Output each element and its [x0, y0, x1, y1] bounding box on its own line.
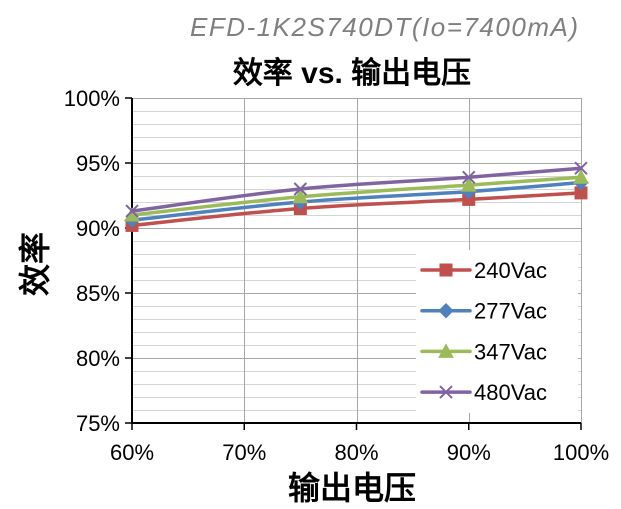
legend-marker-240vac	[439, 263, 453, 277]
chart-title: 效率 vs. 输出电压	[233, 57, 471, 90]
x-tick-label: 80%	[334, 440, 378, 465]
data-point-480vac-90	[462, 170, 476, 185]
y-tick-label: 100%	[64, 86, 120, 111]
x-axis-label: 输出电压	[288, 470, 416, 506]
series-480vac	[125, 161, 588, 218]
legend-item-347vac: 347Vac	[420, 339, 547, 364]
legend-marker-480vac	[439, 385, 453, 399]
data-point-347vac-100	[573, 169, 589, 184]
series-line-347vac	[130, 175, 583, 217]
legend-label-277vac: 277Vac	[474, 299, 547, 324]
series-line-277vac	[130, 180, 583, 222]
legend-label-240vac: 240Vac	[474, 258, 547, 283]
legend-marker-347vac	[438, 343, 454, 358]
x-tick-label: 90%	[447, 440, 491, 465]
axes: 100% 95% 90% 85% 80% 75% 60% 70% 80% 90% 100%	[64, 86, 609, 465]
y-tick-label: 75%	[76, 411, 120, 436]
y-tick-label: 85%	[76, 281, 120, 306]
series-line-480vac	[130, 166, 583, 213]
x-tick-label: 100%	[553, 440, 609, 465]
legend-box	[416, 250, 578, 413]
legend-item-240vac: 240Vac	[420, 258, 547, 283]
legend-item-480vac: 480Vac	[420, 380, 547, 405]
legend-marker-277vac	[438, 302, 454, 319]
series-group	[124, 161, 589, 232]
data-point-347vac-75	[292, 188, 309, 204]
x-tick-label: 60%	[110, 440, 154, 465]
series-line-240vac	[130, 191, 583, 228]
y-axis-label: 效率	[17, 232, 53, 296]
legend-item-277vac: 277Vac	[420, 299, 547, 324]
data-point-480vac-60	[125, 204, 139, 218]
series-347vac	[124, 169, 589, 222]
x-tick-label: 70%	[222, 440, 266, 465]
data-point-347vac-90	[460, 177, 477, 192]
legend: 240Vac 277Vac 347Vac 480Vac	[416, 250, 578, 413]
data-point-480vac-75	[293, 182, 308, 196]
legend-label-347vac: 347Vac	[474, 339, 547, 364]
legend-label-480vac: 480Vac	[474, 380, 547, 405]
y-tick-label: 80%	[76, 346, 120, 371]
data-point-480vac-100	[574, 161, 588, 175]
y-tick-label: 90%	[76, 216, 120, 241]
y-tick-label: 95%	[76, 151, 120, 176]
chart-subtitle: EFD-1K2S740DT(Io=7400mA)	[190, 12, 578, 42]
